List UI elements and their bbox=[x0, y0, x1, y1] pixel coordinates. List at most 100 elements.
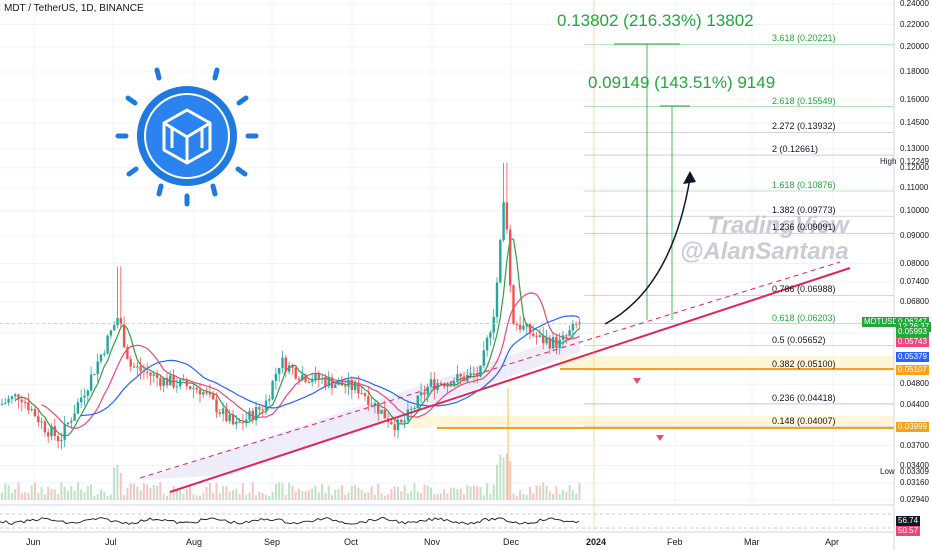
volume-bar bbox=[274, 483, 277, 500]
down-marker-1 bbox=[633, 378, 641, 384]
time-tick: Feb bbox=[667, 537, 683, 547]
candle-body bbox=[271, 380, 274, 400]
low-value: 0.03309 bbox=[900, 467, 929, 476]
volume-bar bbox=[133, 483, 135, 500]
volume-bar bbox=[248, 492, 251, 500]
volume-bar bbox=[192, 494, 195, 500]
price-tag: 0.03999 bbox=[896, 422, 929, 433]
candle-body bbox=[380, 409, 383, 414]
candle-body bbox=[40, 421, 43, 423]
rsi-line bbox=[0, 517, 580, 525]
volume-bar bbox=[512, 493, 515, 500]
candle-body bbox=[109, 330, 113, 336]
volume-bar bbox=[373, 494, 376, 500]
volume-bar bbox=[136, 486, 139, 500]
volume-bar bbox=[413, 483, 416, 500]
volume-bar bbox=[119, 472, 122, 500]
candle-body bbox=[551, 337, 555, 349]
volume-bar bbox=[175, 490, 178, 500]
volume-bar bbox=[47, 486, 50, 500]
price-tag: 0.05993 bbox=[896, 326, 929, 337]
volume-bar bbox=[578, 482, 581, 500]
candle-body bbox=[492, 316, 495, 333]
time-tick: Sep bbox=[264, 537, 281, 547]
candle-body bbox=[353, 382, 357, 391]
volume-bar bbox=[350, 486, 353, 500]
volume-bar bbox=[182, 493, 185, 500]
volume-bar bbox=[327, 485, 330, 500]
candle-body bbox=[66, 422, 70, 425]
volume-bar bbox=[146, 484, 149, 500]
candle-body bbox=[469, 373, 472, 376]
volume-bar bbox=[449, 487, 452, 500]
volume-bar bbox=[393, 486, 396, 500]
candle-body bbox=[185, 379, 188, 387]
candle-body bbox=[304, 374, 307, 382]
volume-bar bbox=[60, 482, 63, 500]
volume-bar bbox=[360, 489, 363, 500]
candle-body bbox=[294, 367, 297, 379]
candle-body bbox=[528, 323, 532, 334]
candle-body bbox=[452, 382, 456, 387]
candle-body bbox=[208, 393, 212, 395]
candle-body bbox=[96, 361, 99, 375]
volume-bar bbox=[509, 461, 512, 500]
price-tick: 0.14500 bbox=[900, 118, 929, 128]
volume-bar bbox=[294, 491, 297, 500]
candle-body bbox=[162, 377, 165, 386]
volume-bar bbox=[199, 495, 201, 500]
volume-bar bbox=[93, 495, 96, 500]
volume-bar bbox=[288, 482, 291, 500]
volume-bar bbox=[304, 491, 307, 500]
candle-body bbox=[410, 408, 413, 410]
volume-bar bbox=[364, 492, 366, 500]
fib-label: 0.236 (0.04418) bbox=[772, 392, 836, 403]
candle-body bbox=[136, 366, 139, 368]
volume-bar bbox=[367, 492, 370, 500]
volume-bar bbox=[80, 489, 83, 500]
candle-body bbox=[532, 333, 535, 336]
price-tag: MDTUSDT bbox=[862, 316, 906, 327]
candle-body bbox=[165, 377, 169, 386]
candle-body bbox=[106, 335, 109, 354]
candle-body bbox=[281, 357, 284, 368]
candle-body bbox=[578, 322, 581, 325]
volume-bar bbox=[189, 485, 192, 500]
candle-body bbox=[472, 373, 476, 375]
candle-body bbox=[344, 385, 347, 387]
candle-body bbox=[50, 426, 53, 437]
candle-body bbox=[429, 379, 433, 387]
candle-body bbox=[413, 408, 416, 410]
candle-body bbox=[268, 399, 271, 401]
volume-bar bbox=[24, 492, 27, 500]
candle-body bbox=[291, 365, 294, 368]
candle-body bbox=[113, 325, 116, 331]
time-tick: 2024 bbox=[586, 537, 607, 547]
candle-body bbox=[0, 403, 4, 405]
volume-bar bbox=[565, 491, 568, 500]
candle-body bbox=[27, 402, 30, 411]
volume-bar bbox=[149, 488, 152, 500]
candle-body bbox=[515, 323, 518, 325]
volume-bar bbox=[337, 489, 340, 500]
fib-label: 1.382 (0.09773) bbox=[772, 205, 836, 216]
candle-body bbox=[20, 399, 23, 403]
fib-label: 2.272 (0.13932) bbox=[772, 121, 836, 132]
candle-body bbox=[83, 395, 86, 398]
volume-bar bbox=[542, 482, 545, 500]
volume-bar bbox=[14, 489, 17, 500]
volume-bar bbox=[377, 483, 380, 500]
volume-bar bbox=[499, 454, 502, 500]
candle-body bbox=[347, 379, 350, 387]
candle-body bbox=[324, 378, 327, 387]
candle-body bbox=[169, 375, 172, 386]
candle-body bbox=[476, 374, 479, 377]
rising-trendline bbox=[169, 267, 851, 493]
candle-body bbox=[264, 400, 268, 411]
candle-body bbox=[231, 415, 235, 425]
volume-bar bbox=[545, 485, 548, 500]
candle-body bbox=[406, 409, 410, 421]
price-tick: 0.16000 bbox=[900, 94, 929, 104]
volume-bar bbox=[76, 482, 79, 500]
